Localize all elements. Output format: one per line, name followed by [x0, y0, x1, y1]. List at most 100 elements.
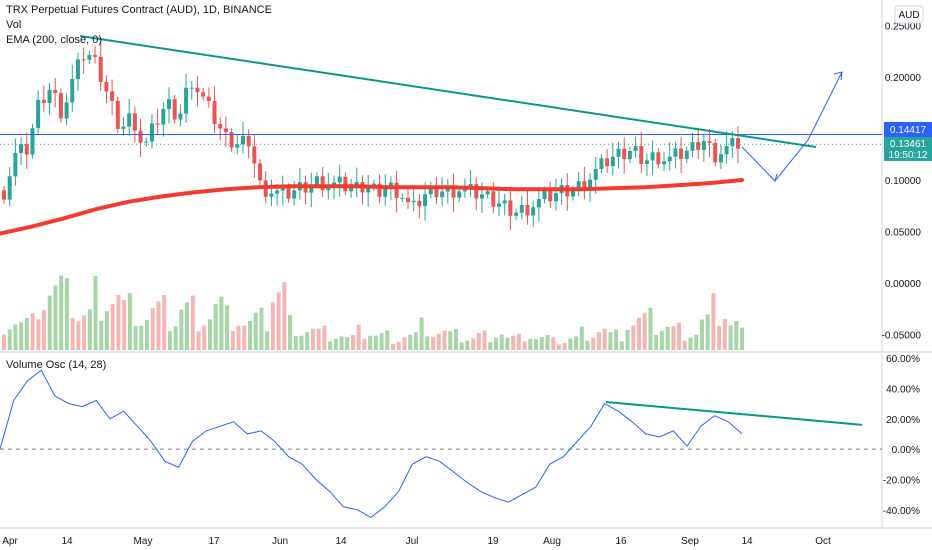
time-tick-label: May: [134, 536, 153, 547]
candle-body: [235, 144, 240, 148]
volume-bar: [556, 344, 561, 350]
osc-tick-label: -40.00%: [883, 506, 920, 517]
volume-bar: [225, 305, 230, 350]
time-tick-label: 14: [741, 536, 753, 547]
volume-bar: [236, 325, 241, 350]
time-tick-label: Oct: [815, 536, 831, 547]
volume-bar: [339, 336, 344, 350]
volume-bar: [139, 325, 144, 350]
volume-bar: [93, 275, 98, 350]
time-tick-label: Jul: [406, 536, 419, 547]
volume-bar: [705, 314, 710, 350]
candle-body: [639, 145, 644, 164]
osc-tick-label: 60.00%: [886, 354, 920, 365]
volume-bar: [316, 328, 321, 350]
volume-bar: [694, 334, 699, 350]
volume-bar: [213, 304, 218, 350]
volume-bar: [362, 338, 367, 350]
volume-bar: [494, 337, 498, 350]
candle-body: [206, 96, 211, 102]
candle-body: [582, 181, 587, 191]
last-price-label: 0.13461 19:50:12: [884, 137, 932, 161]
volume-bar: [99, 320, 104, 350]
candle-body: [519, 205, 524, 213]
volume-bar: [488, 342, 493, 350]
volume-bar: [642, 312, 647, 350]
candle-body: [87, 54, 92, 60]
volume-bar: [482, 330, 487, 350]
candle-body: [656, 152, 661, 165]
volume-bar: [310, 328, 315, 350]
candle-body: [201, 92, 206, 97]
volume-bar: [505, 337, 510, 350]
legend-ema: EMA (200, close, 0): [6, 34, 102, 46]
volume-bar: [47, 295, 52, 350]
candle-body: [434, 186, 439, 198]
candle-body: [337, 176, 342, 183]
volume-bar: [87, 309, 92, 350]
candle-body: [667, 156, 672, 162]
candle-body: [479, 194, 484, 199]
volume-bar: [13, 324, 18, 350]
volume-bar: [24, 317, 29, 350]
candle-body: [457, 191, 462, 198]
volume-bar: [574, 336, 579, 350]
candle-body: [531, 207, 536, 216]
volume-bar: [408, 334, 413, 350]
volume-bar: [276, 292, 281, 350]
volume-bar: [436, 333, 441, 350]
candle-body: [64, 102, 69, 119]
candle-body: [132, 113, 137, 131]
volume-bar: [453, 328, 458, 350]
volume-bar: [265, 331, 270, 350]
volume-bar: [173, 326, 178, 350]
candle-body: [184, 87, 189, 114]
volume-bar: [740, 327, 744, 350]
volume-bar: [385, 330, 390, 350]
volume-bar: [345, 337, 350, 350]
volume-bar: [190, 295, 195, 350]
volume-bar: [425, 336, 430, 350]
volume-bar: [545, 335, 550, 350]
candle-body: [275, 190, 280, 194]
volume-bar: [104, 311, 109, 350]
volume-bar: [562, 342, 567, 350]
candle-body: [24, 144, 29, 155]
annotations: [0, 35, 882, 182]
candle-body: [548, 190, 553, 202]
candle-body: [138, 130, 143, 143]
volume-bar: [270, 302, 275, 350]
volume-bar: [711, 293, 716, 350]
candle-body: [70, 79, 75, 103]
candle-body: [314, 176, 319, 185]
candle-body: [405, 197, 410, 203]
volume-bar: [551, 337, 556, 350]
candle-body: [525, 205, 530, 216]
candle-body: [218, 124, 223, 129]
volume-bar: [333, 338, 338, 350]
volume-bar: [368, 335, 373, 350]
volume-bar: [625, 330, 630, 350]
time-tick-label: 14: [61, 536, 73, 547]
volume-bar: [659, 330, 664, 350]
candle-body: [400, 197, 405, 199]
candle-body: [286, 187, 291, 199]
volume-bar: [356, 324, 361, 350]
time-tick-label: Jun: [272, 536, 288, 547]
candle-body: [178, 113, 183, 120]
volume-bar: [431, 336, 436, 350]
volume-bar: [133, 326, 138, 350]
currency-badge[interactable]: AUD: [894, 5, 924, 24]
volume-bar: [516, 333, 521, 350]
volume-bar: [293, 336, 298, 350]
volume-bar: [242, 325, 247, 350]
volume-bar: [282, 282, 287, 350]
time-tick-label: Sep: [681, 536, 699, 547]
candle-body: [514, 212, 519, 216]
candle-body: [75, 59, 80, 80]
candle-body: [115, 100, 120, 129]
volume-bar: [688, 337, 693, 350]
projection-path: [741, 71, 843, 182]
volume-bar: [465, 340, 470, 350]
